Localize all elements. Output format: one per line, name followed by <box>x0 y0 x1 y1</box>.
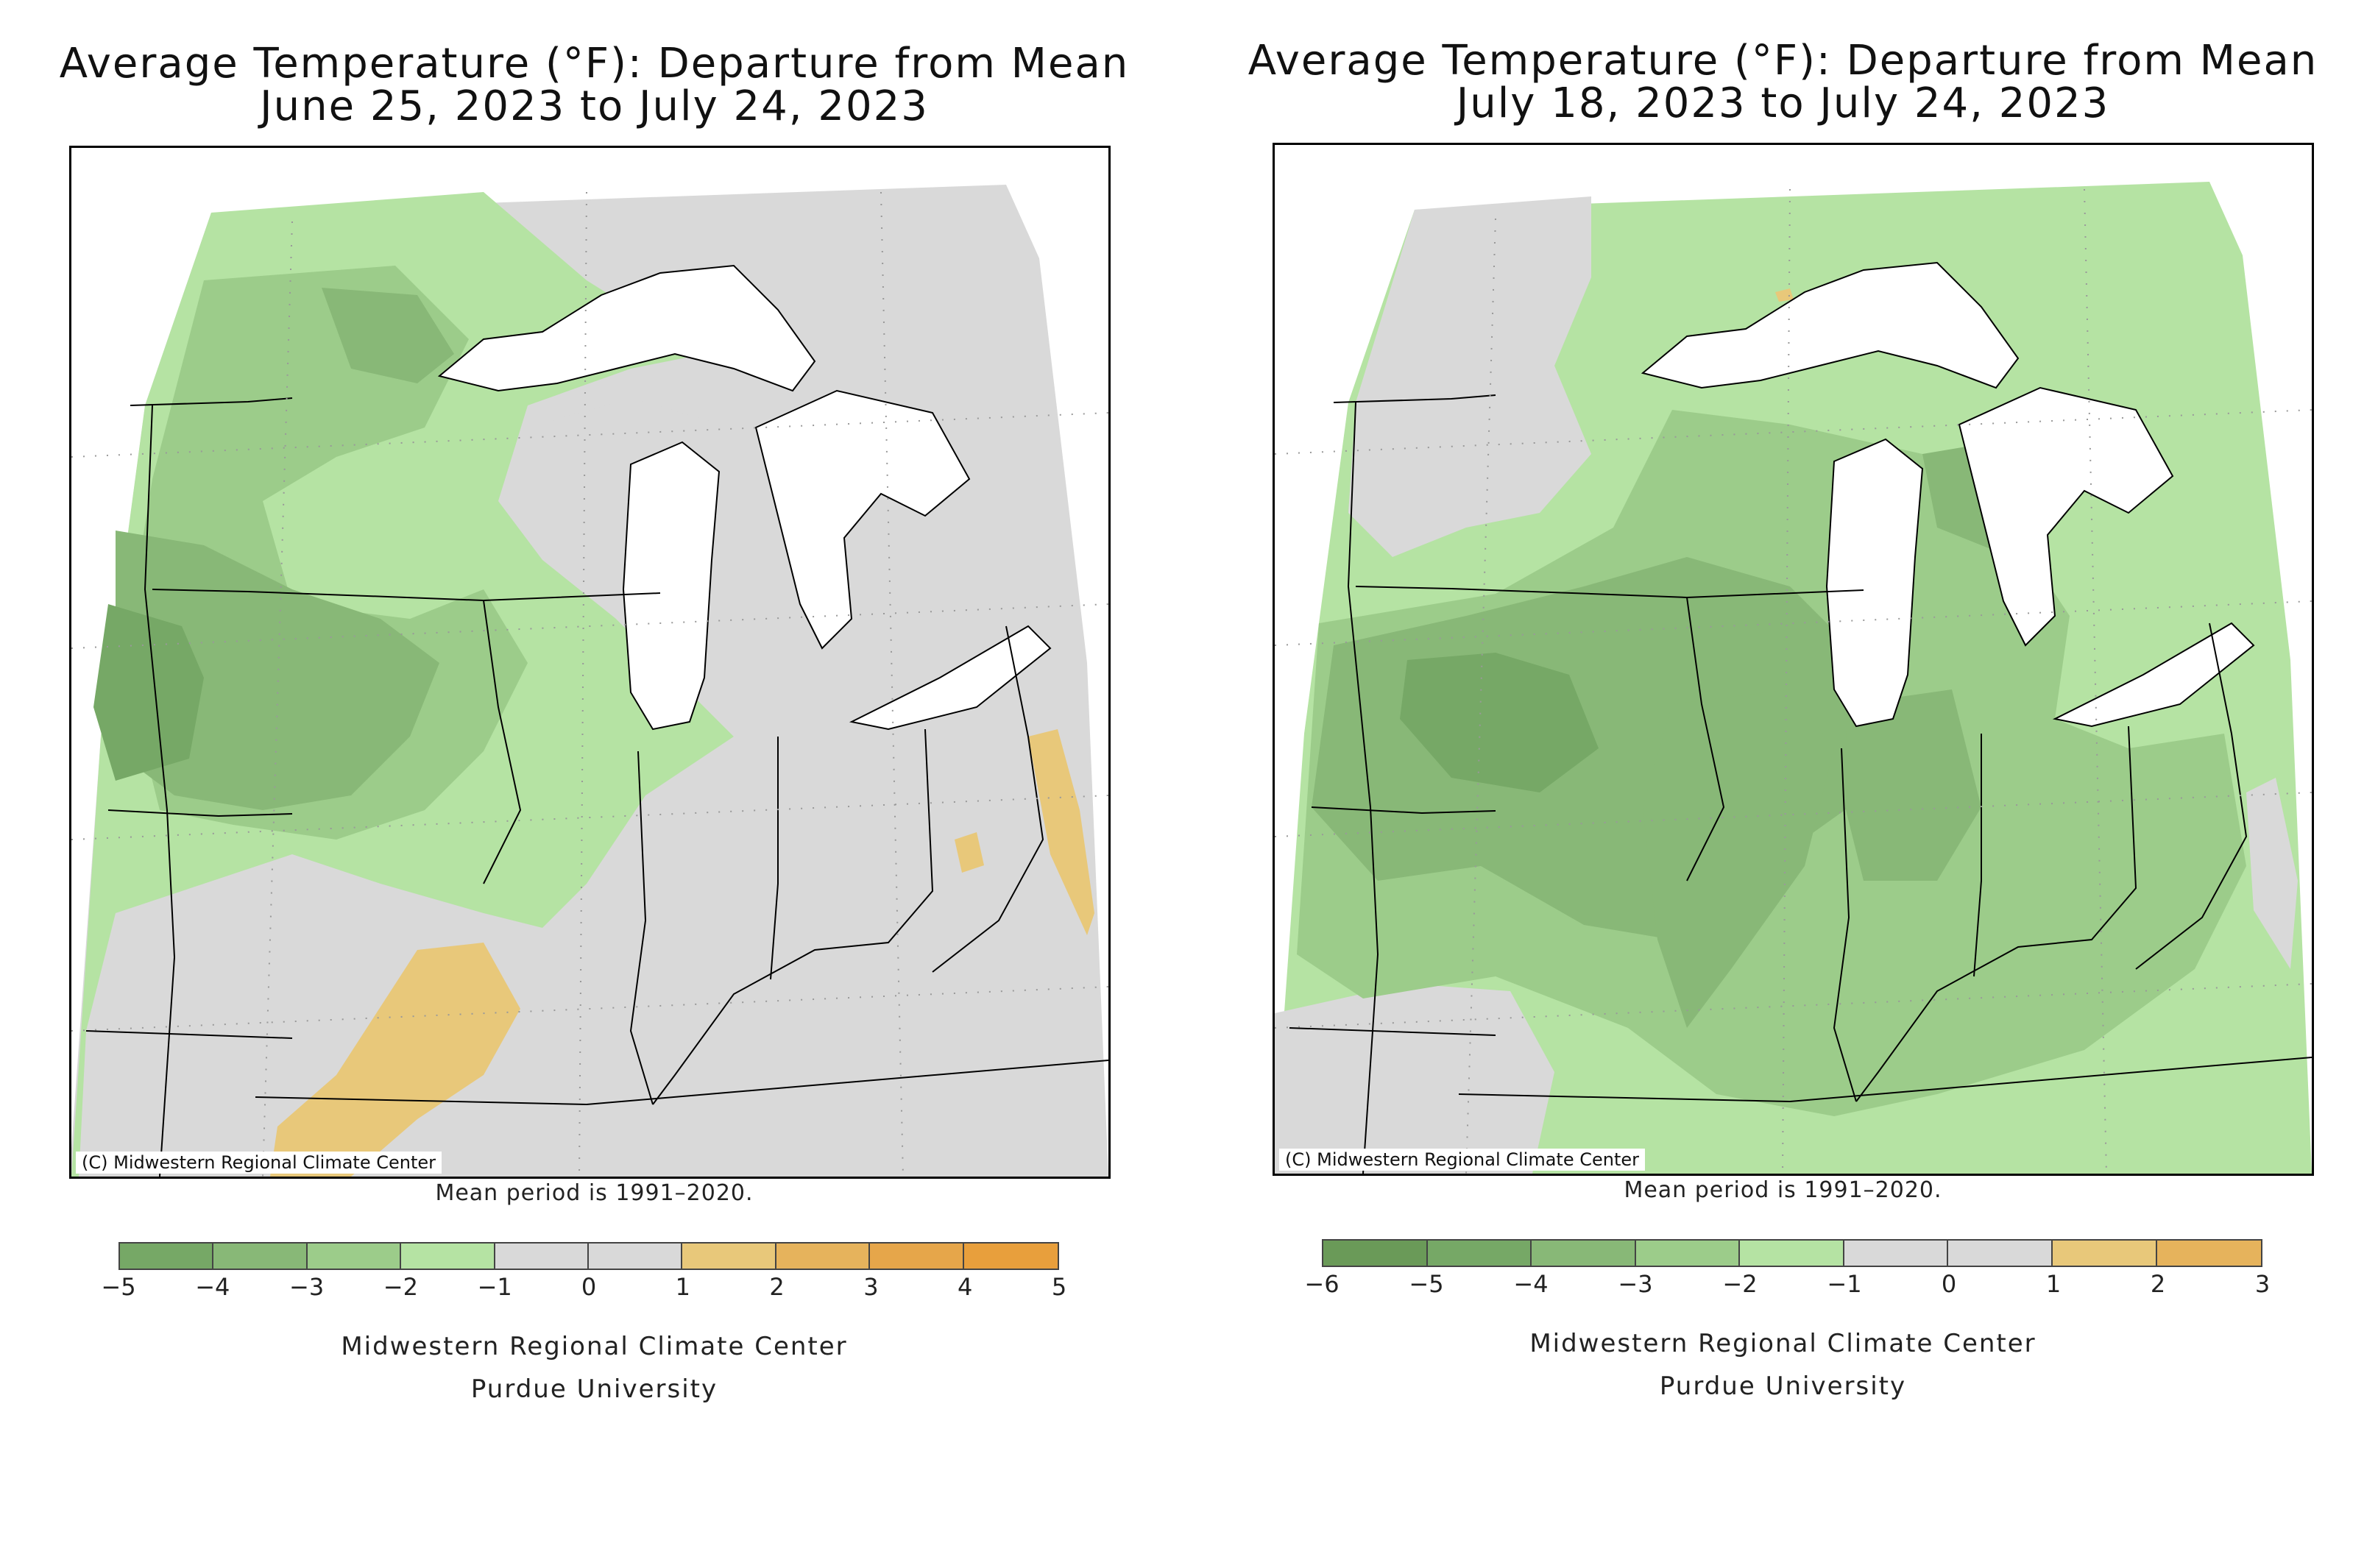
legend-tick-label: 2 <box>2150 1270 2166 1298</box>
graticule <box>1275 188 2312 1174</box>
map-credit: (C) Midwestern Regional Climate Center <box>76 1152 442 1174</box>
legend-tick-label: 5 <box>1051 1273 1067 1301</box>
map-title-line2: June 25, 2023 to July 24, 2023 <box>260 82 929 130</box>
legend-tick-label: 1 <box>2045 1270 2062 1298</box>
legend-tick-label: −1 <box>1827 1270 1862 1298</box>
legend-tick-label: −5 <box>1409 1270 1444 1298</box>
legend-tick-label: 0 <box>1941 1270 1957 1298</box>
lake-superior <box>1641 261 2020 389</box>
footer-org: Midwestern Regional Climate Center <box>1529 1329 2036 1358</box>
color-legend <box>1322 1239 2262 1267</box>
footer-university: Purdue University <box>470 1374 718 1404</box>
legend-swatch <box>213 1244 308 1269</box>
state-boundaries <box>85 397 1108 1177</box>
legend-tick-label: 3 <box>863 1273 879 1301</box>
neutral-region-nw <box>1348 196 1591 557</box>
color-legend <box>118 1242 1059 1270</box>
anomaly-region-minus4-5 <box>93 604 204 781</box>
map-panel-left: Average Temperature (°F): Departure from… <box>0 43 1189 1405</box>
legend-swatch <box>1635 1241 1741 1266</box>
legend-swatch <box>495 1244 590 1269</box>
map-credit: (C) Midwestern Regional Climate Center <box>1279 1149 1646 1171</box>
legend-swatch <box>2052 1241 2157 1266</box>
neutral-region-sw <box>1275 984 1554 1174</box>
legend-swatch <box>682 1244 776 1269</box>
neutral-region-east <box>2246 778 2298 969</box>
lake-michigan <box>1825 438 1924 728</box>
legend-tick-label: −3 <box>1618 1270 1653 1298</box>
legend-swatch <box>120 1244 214 1269</box>
legend-swatch <box>589 1244 683 1269</box>
legend-swatch <box>307 1244 402 1269</box>
anomaly-region-minus3-4-in <box>1841 689 1981 881</box>
anomaly-region-plus1-2-oh <box>955 832 984 873</box>
legend-tick-label: 2 <box>769 1273 785 1301</box>
legend-swatch <box>1740 1241 1844 1266</box>
legend-tick-label: −1 <box>477 1273 512 1301</box>
footer-university: Purdue University <box>1659 1372 1907 1401</box>
temperature-map <box>71 185 1108 1177</box>
legend-tick-label: −4 <box>195 1273 230 1301</box>
map-title-line1: Average Temperature (°F): Departure from… <box>59 40 1130 88</box>
lake-huron <box>754 389 971 650</box>
mean-period-note: Mean period is 1991–2020. <box>435 1180 754 1206</box>
legend-tick-label: −2 <box>1722 1270 1758 1298</box>
map-title: Average Temperature (°F): Departure from… <box>1189 40 2377 125</box>
legend-swatch <box>1323 1241 1428 1266</box>
legend-tick-label: −5 <box>101 1273 136 1301</box>
lake-superior <box>437 264 816 392</box>
map-panel-right: Average Temperature (°F): Departure from… <box>1189 0 2377 1568</box>
temperature-map <box>1275 182 2312 1174</box>
legend-tick-label: −2 <box>383 1273 418 1301</box>
legend-swatch <box>963 1244 1058 1269</box>
mean-period-note: Mean period is 1991–2020. <box>1624 1177 1942 1203</box>
lake-erie <box>2052 622 2255 728</box>
legend-swatch <box>1532 1241 1636 1266</box>
legend-swatch <box>870 1244 964 1269</box>
anomaly-region-minus3-4 <box>116 531 439 810</box>
lake-huron <box>1958 386 2174 647</box>
legend-swatch <box>1427 1241 1532 1266</box>
anomaly-region-minus4-5 <box>1400 653 1599 792</box>
anomaly-region-plus1-2-water <box>1775 288 1794 302</box>
legend-tick-label: 4 <box>958 1273 973 1301</box>
legend-swatch <box>1844 1241 1949 1266</box>
state-boundaries <box>1289 394 2312 1174</box>
anomaly-region-minus3-4-n <box>322 288 454 383</box>
map-title-line1: Average Temperature (°F): Departure from… <box>1248 37 2318 85</box>
anomaly-region-plus1-2-sw <box>270 943 520 1177</box>
legend-swatch <box>401 1244 495 1269</box>
map-frame: (C) Midwestern Regional Climate Center <box>69 146 1111 1179</box>
legend-tick-label: 3 <box>2254 1270 2271 1298</box>
legend-tick-label: −3 <box>289 1273 325 1301</box>
legend-bar <box>118 1242 1059 1270</box>
lake-michigan <box>622 441 721 731</box>
legend-tick-label: 1 <box>675 1273 690 1301</box>
lake-erie <box>849 625 1052 731</box>
footer-org: Midwestern Regional Climate Center <box>341 1332 848 1361</box>
map-frame: (C) Midwestern Regional Climate Center <box>1273 143 2314 1176</box>
legend-ticks: −6 −5 −4 −3 −2 −1 0 1 2 3 <box>1304 1270 2270 1299</box>
anomaly-region-plus1-2-east <box>1028 729 1094 935</box>
map-title-line2: July 18, 2023 to July 24, 2023 <box>1456 79 2110 127</box>
legend-swatch <box>776 1244 871 1269</box>
legend-ticks: −5 −4 −3 −2 −1 0 1 2 3 4 5 <box>101 1273 1066 1302</box>
legend-swatch <box>1948 1241 2053 1266</box>
legend-tick-label: −6 <box>1304 1270 1340 1298</box>
graticule <box>71 191 1108 1177</box>
legend-bar <box>1322 1239 2262 1267</box>
map-title: Average Temperature (°F): Departure from… <box>0 43 1189 128</box>
legend-tick-label: 0 <box>581 1273 597 1301</box>
legend-swatch <box>2156 1241 2262 1266</box>
legend-tick-label: −4 <box>1513 1270 1549 1298</box>
anomaly-region-minus3-4-il <box>1643 689 1834 1028</box>
